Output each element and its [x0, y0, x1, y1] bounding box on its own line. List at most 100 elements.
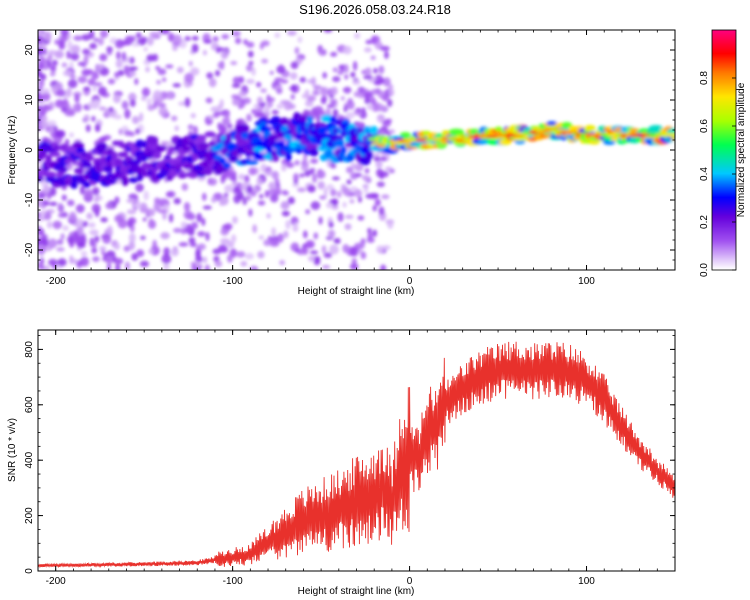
heat-noise-706	[367, 227, 372, 234]
heat-noise-1053	[320, 96, 327, 105]
spectrogram-x-label: Height of straight line (km)	[298, 286, 415, 297]
colorbar-strip-45	[712, 178, 736, 181]
heat-noise-1108	[304, 160, 310, 168]
colorbar-strip-114	[712, 40, 736, 43]
heat-noise-652	[70, 52, 80, 61]
colorbar-strip-63	[712, 142, 736, 145]
heat-noise-386	[304, 101, 314, 108]
x-tick-label-0: -200	[46, 576, 66, 587]
heat-noise-407	[41, 238, 49, 247]
heat-noise-274	[248, 208, 253, 217]
heat-noise-772	[208, 115, 214, 120]
heat-noise-640	[113, 257, 124, 265]
heat-core-1998	[665, 133, 675, 137]
colorbar-frame	[711, 29, 737, 271]
heat-noise-1080	[364, 167, 370, 174]
heat-noise-392	[297, 36, 303, 44]
heat-ridge-1630	[365, 150, 374, 160]
heat-noise-117	[383, 51, 389, 60]
colorbar-strip-103	[712, 62, 736, 65]
heat-ridge-1564	[317, 145, 328, 152]
heat-noise-434	[190, 67, 200, 76]
colorbar-strip-112	[712, 44, 736, 47]
snr-series-line	[38, 341, 675, 569]
heat-noise-1006	[240, 182, 248, 191]
heat-noise-426	[190, 113, 196, 119]
heat-noise-621	[98, 246, 107, 251]
heat-noise-43	[353, 32, 361, 39]
heat-noise-1153	[382, 120, 391, 127]
heat-noise-304	[323, 187, 328, 198]
colorbar-strip-32	[712, 204, 736, 207]
colorbar-strip-18	[712, 232, 736, 235]
heat-noise-886	[321, 245, 327, 254]
heat-noise-816	[279, 260, 286, 266]
heat-noise-375	[319, 195, 327, 200]
heat-noise-464	[77, 242, 86, 249]
colorbar-strip-97	[712, 74, 736, 77]
colorbar-strip-48	[712, 172, 736, 175]
heat-noise-1141	[314, 105, 323, 113]
colorbar-strip-13	[712, 242, 736, 245]
snr-y-tick-label-2: 400	[24, 451, 35, 468]
colorbar-strip-111	[712, 46, 736, 49]
colorbar-strip-69	[712, 130, 736, 133]
heat-noise-687	[250, 266, 256, 270]
heat-noise-260	[352, 60, 358, 71]
colorbar-strip-83	[712, 102, 736, 105]
heat-noise-745	[128, 66, 138, 71]
heat-ridge-1536	[297, 115, 309, 122]
heat-noise-420	[115, 59, 123, 69]
colorbar-strip-98	[712, 72, 736, 75]
heat-noise-232	[344, 74, 349, 80]
heat-noise-312	[183, 202, 191, 212]
heat-noise-24	[188, 60, 193, 67]
heat-noise-1127	[336, 190, 342, 198]
colorbar-strip-23	[712, 222, 736, 225]
heat-noise-16	[146, 36, 154, 46]
heat-ridge-1436	[228, 155, 239, 163]
colorbar-strip-102	[712, 64, 736, 67]
heat-noise-41	[89, 42, 97, 50]
heat-noise-1114	[246, 185, 253, 194]
heat-noise-847	[124, 108, 131, 119]
heat-noise-65	[210, 106, 220, 113]
heat-noise-826	[359, 240, 365, 249]
heat-noise-883	[124, 65, 129, 75]
heat-noise-823	[165, 191, 174, 198]
heat-noise-564	[280, 79, 289, 84]
heat-noise-714	[147, 104, 155, 111]
heat-noise-552	[73, 35, 84, 41]
heat-noise-40	[181, 183, 189, 191]
heat-noise-694	[171, 115, 178, 122]
colorbar-strip-9	[712, 250, 736, 253]
snr-x-ticks: -200 -100 0 100	[37, 330, 676, 587]
heat-noise-277	[146, 97, 152, 107]
heat-noise-712	[114, 214, 124, 223]
heat-noise-307	[258, 235, 265, 240]
heat-noise-145	[187, 124, 194, 130]
colorbar-strip-40	[712, 188, 736, 191]
heat-noise-199	[100, 217, 108, 223]
heat-noise-579	[114, 39, 125, 49]
heat-noise-987	[379, 156, 387, 162]
heat-ridge-1473	[252, 146, 265, 152]
colorbar-strip-26	[712, 216, 736, 219]
heat-noise-1046	[231, 98, 241, 106]
heat-noise-822	[40, 209, 46, 216]
heat-noise-109	[196, 212, 203, 223]
heat-noise-755	[328, 230, 335, 238]
heat-noise-1050	[363, 91, 370, 100]
heat-noise-291	[131, 116, 140, 125]
heat-noise-581	[311, 173, 318, 184]
heat-noise-52	[266, 213, 271, 219]
heat-noise-1037	[217, 104, 223, 112]
heat-noise-346	[246, 41, 255, 48]
colorbar-tick-label-1: 0.2	[699, 215, 710, 229]
heat-noise-483	[372, 205, 377, 212]
heat-noise-427	[83, 86, 91, 91]
heat-noise-127	[123, 245, 131, 252]
heat-noise-825	[148, 248, 154, 254]
heat-ridge-1487	[266, 146, 273, 154]
heat-noise-1051	[330, 99, 337, 106]
